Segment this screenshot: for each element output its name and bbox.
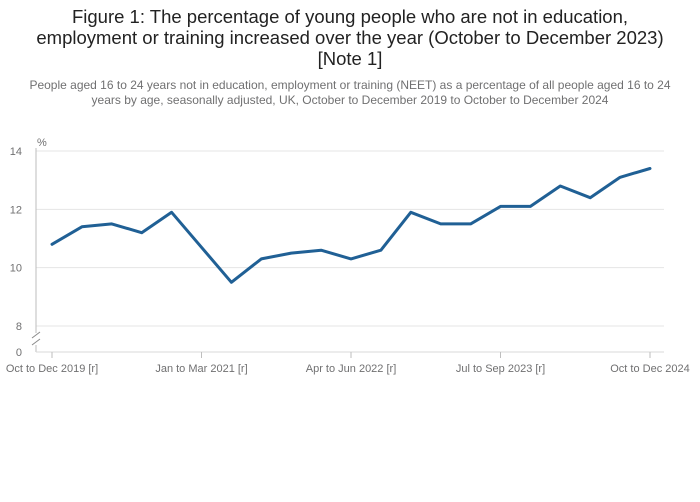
axis-break-mark <box>31 338 41 346</box>
x-tick-label: Oct to Dec 2024 <box>610 363 690 375</box>
y-tick-label: 8 <box>16 321 22 333</box>
series-layer <box>50 167 652 284</box>
y-tick-labels: 0 8 10 12 14 <box>10 146 22 359</box>
x-tick-label: Jan to Mar 2021 [r] <box>155 363 247 375</box>
axis-break-icon <box>31 331 41 346</box>
y-tick-label: 10 <box>10 263 22 275</box>
x-tick-labels: Oct to Dec 2019 [r] Jan to Mar 2021 [r] Ap… <box>6 352 690 375</box>
y-tick-label: 0 <box>16 347 22 359</box>
y-tick-label: 14 <box>10 146 22 158</box>
chart-subtitle: People aged 16 to 24 years not in educat… <box>29 78 671 107</box>
axes: % <box>31 137 664 353</box>
x-tick-label: Oct to Dec 2019 [r] <box>6 363 98 375</box>
x-tick-label: Jul to Sep 2023 [r] <box>456 363 545 375</box>
axis-break-gap <box>31 334 41 344</box>
series-line <box>50 167 652 284</box>
y-axis-unit-label: % <box>37 137 47 149</box>
y-tick-label: 12 <box>10 204 22 216</box>
chart-title: Figure 1: The percentage of young people… <box>36 6 664 69</box>
axis-break-mark <box>31 331 41 339</box>
gridlines <box>36 150 664 327</box>
x-tick-label: Apr to Jun 2022 [r] <box>306 363 397 375</box>
